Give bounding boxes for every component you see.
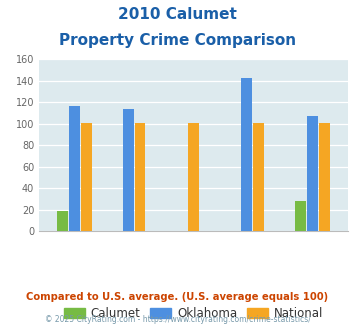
- Bar: [253, 123, 264, 231]
- Bar: [307, 116, 318, 231]
- Text: © 2025 CityRating.com - https://www.cityrating.com/crime-statistics/: © 2025 CityRating.com - https://www.city…: [45, 315, 310, 324]
- Bar: [135, 123, 146, 231]
- Bar: [188, 123, 199, 231]
- Bar: [295, 201, 306, 231]
- Bar: [58, 211, 68, 231]
- Bar: [123, 109, 133, 231]
- Text: Compared to U.S. average. (U.S. average equals 100): Compared to U.S. average. (U.S. average …: [26, 292, 329, 302]
- Bar: [69, 106, 80, 231]
- Text: Property Crime Comparison: Property Crime Comparison: [59, 33, 296, 48]
- Legend: Calumet, Oklahoma, National: Calumet, Oklahoma, National: [59, 302, 328, 325]
- Bar: [319, 123, 329, 231]
- Bar: [241, 78, 252, 231]
- Text: 2010 Calumet: 2010 Calumet: [118, 7, 237, 21]
- Bar: [81, 123, 92, 231]
